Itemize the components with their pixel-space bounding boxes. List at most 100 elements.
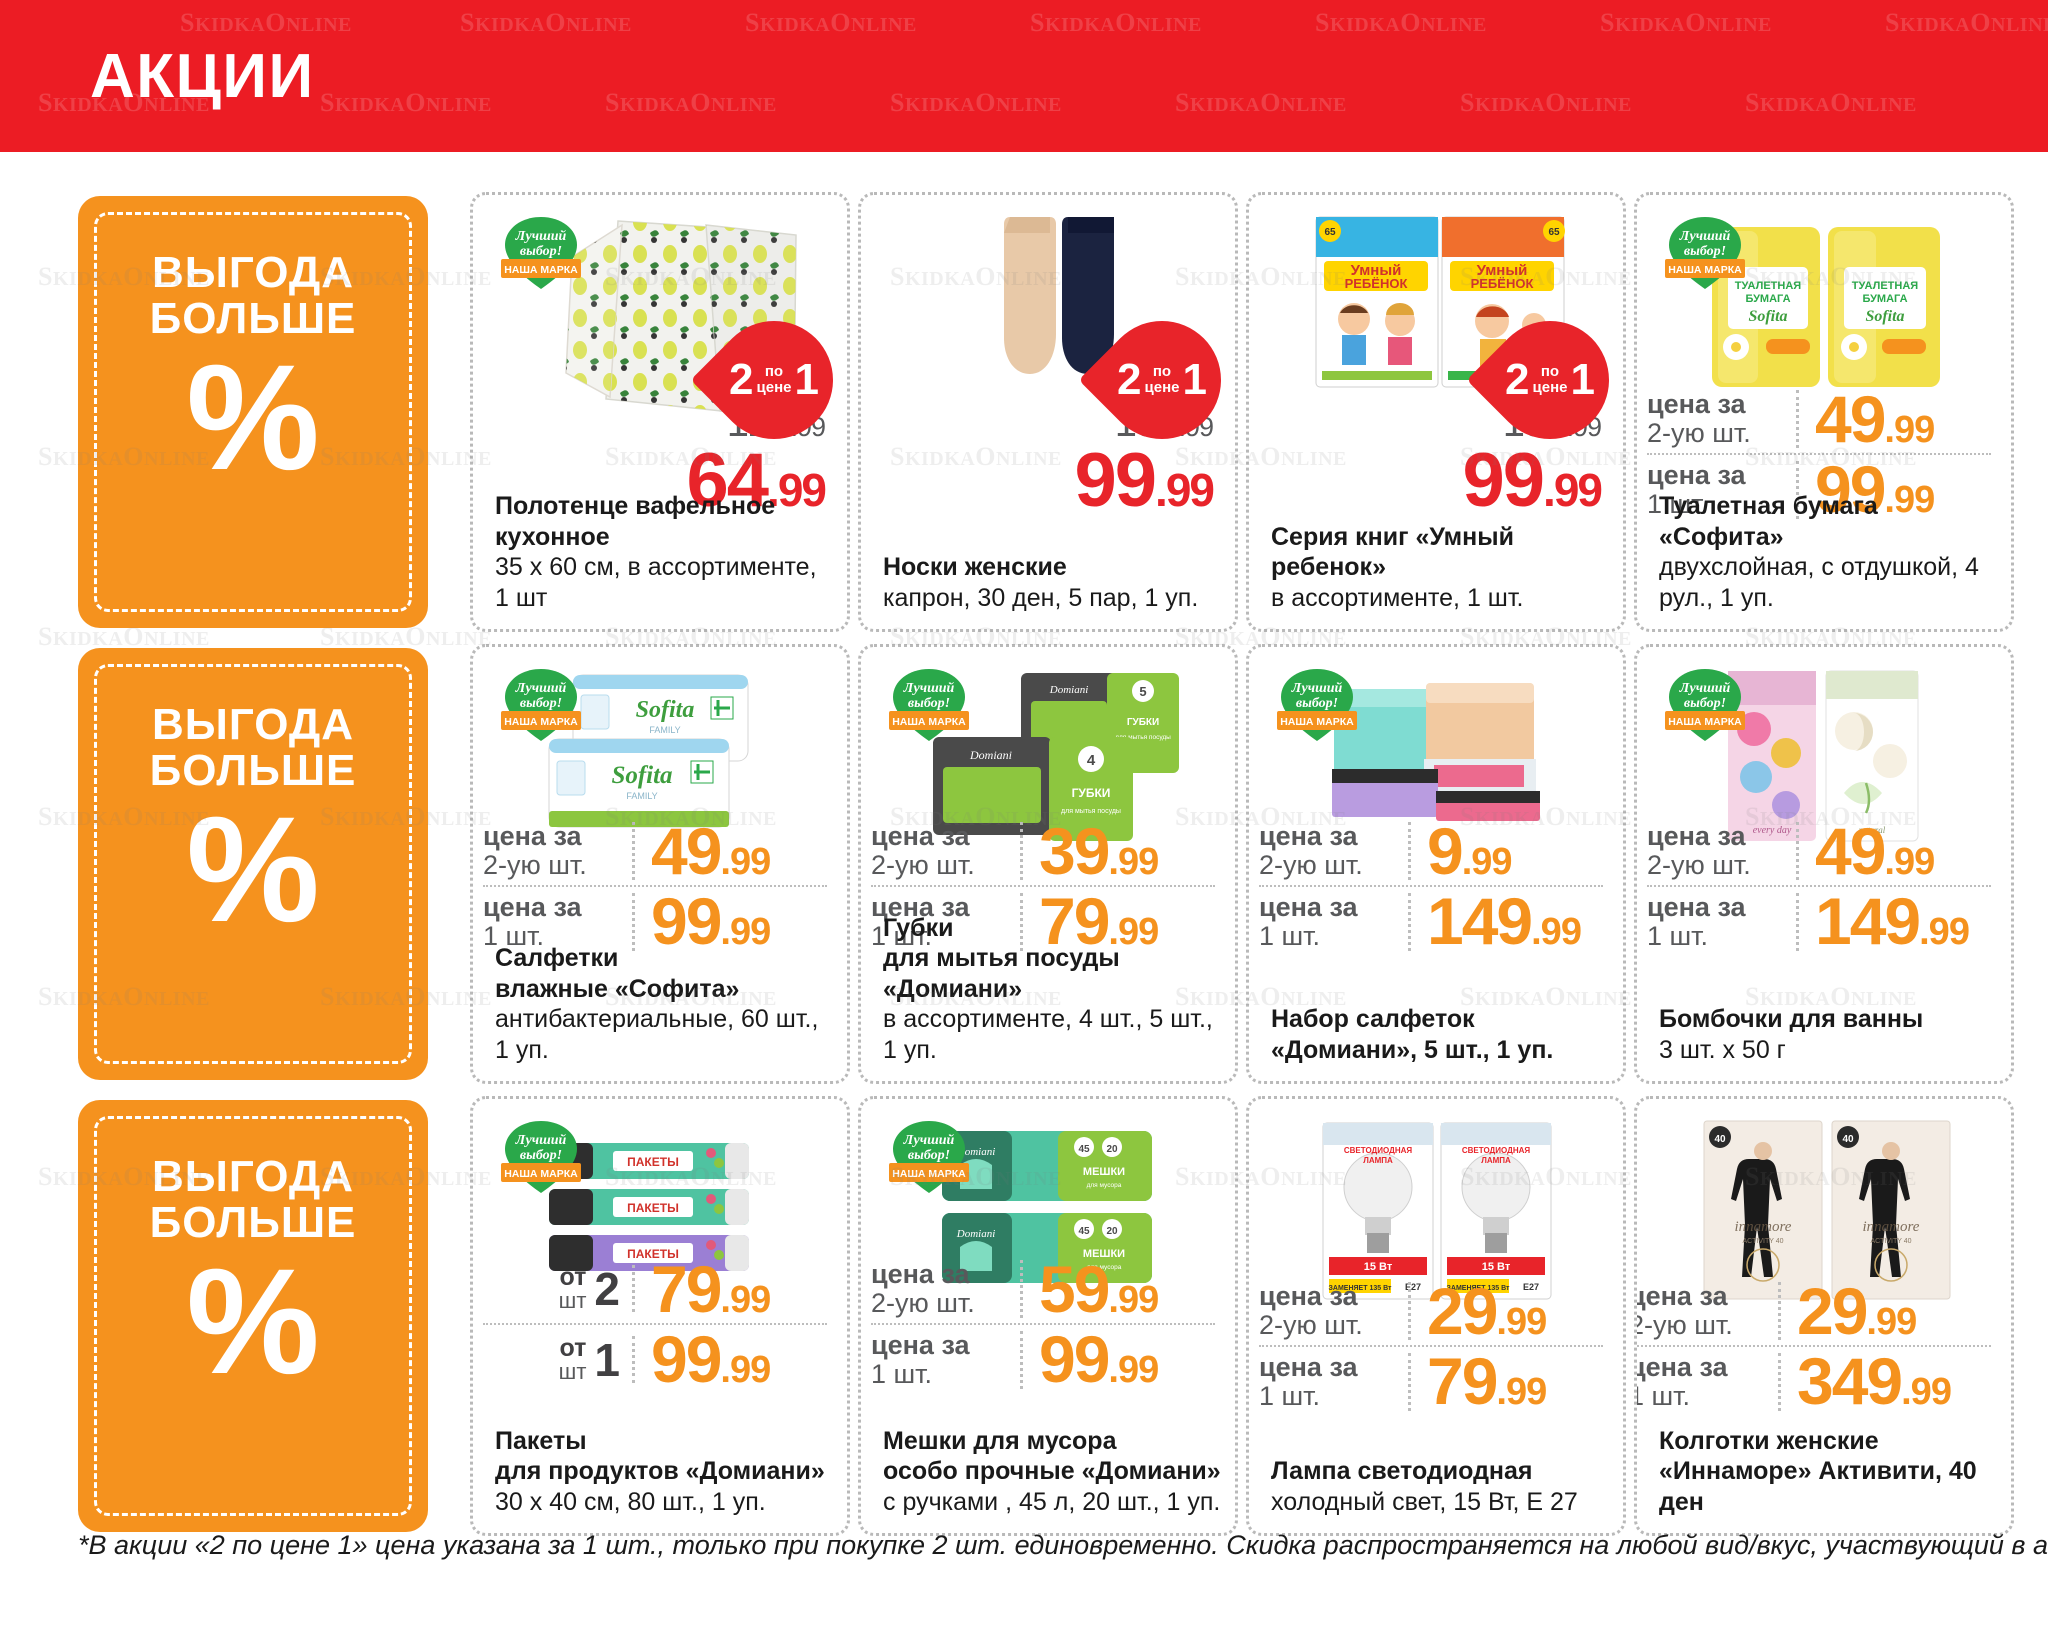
price-row-second-item: цена за 2-ую шт. 29.99: [1259, 1273, 1603, 1348]
price-value: 29.99: [1427, 1273, 1547, 1348]
product-title-2: особо прочные «Домиани»: [883, 1457, 1221, 1485]
svg-text:выбор!: выбор!: [1296, 696, 1338, 711]
svg-text:5: 5: [1139, 684, 1146, 699]
dual-price-block: цена за 2-ую шт. 49.99 цена за 1 шт. 149…: [1647, 813, 1991, 954]
product-description: Туалетная бумага «Софита» двухслойная, с…: [1659, 491, 1997, 613]
price-value: 79.99: [1039, 884, 1159, 959]
svg-text:20: 20: [1106, 1226, 1118, 1237]
product-description: Полотенце вафельное кухонное 35 x 60 см,…: [495, 491, 833, 613]
product-title: Серия книг «Умный ребенок»: [1271, 522, 1514, 582]
price-value: 149.99: [1427, 884, 1582, 959]
price-value: 49.99: [1815, 381, 1935, 456]
product-card[interactable]: Лучший выбор! НАША МАРКА every day natur…: [1634, 644, 2014, 1084]
price-row-from-two: от шт 2 79.99: [483, 1256, 827, 1326]
svg-text:РЕБЁНОК: РЕБЁНОК: [1345, 276, 1408, 291]
product-subtitle: холодный свет, 15 Вт, Е 27: [1271, 1487, 1578, 1516]
product-title-2: влажные «Софита»: [495, 974, 740, 1003]
svg-text:FAMILY: FAMILY: [649, 725, 680, 735]
product-title: Набор салфеток: [1271, 1005, 1475, 1033]
price-value: 49.99: [1815, 813, 1935, 888]
product-title-2: для мытья посуды «Домиани»: [883, 944, 1120, 1003]
svg-text:ПАКЕТЫ: ПАКЕТЫ: [627, 1155, 679, 1169]
svg-text:40: 40: [1842, 1134, 1854, 1145]
dual-price-block: цена за 2-ую шт. 9.99 цена за 1 шт. 149.…: [1259, 818, 1603, 959]
svg-text:для мытья посуды: для мытья посуды: [1061, 808, 1121, 815]
product-image-tights: 40 innamore ACTIVITY 40 40 innamore ACTI…: [1703, 1120, 1951, 1300]
product-image-sponges: Domiani 5 ГУБКИ для мытья посуды Domiani…: [933, 673, 1179, 841]
price-value: 99.99: [651, 1322, 771, 1397]
svg-text:выбор!: выбор!: [520, 696, 562, 711]
product-card[interactable]: Лучший выбор! НАША МАРКА цена за 2-ую шт…: [1246, 644, 1626, 1084]
svg-text:Лучший: Лучший: [903, 1133, 955, 1148]
svg-text:ACTIVITY 40: ACTIVITY 40: [1870, 1238, 1911, 1245]
price-row-second-item: цена за 2-ую шт. 29.99: [1637, 1278, 1991, 1348]
product-card[interactable]: 15 Вт СВЕТОДИОДНАЯ ЛАМПА ЗАМЕНЯЕТ 135 Вт…: [1246, 1096, 1626, 1536]
best-choice-brand-icon: Лучший выбор! НАША МАРКА: [501, 1121, 581, 1193]
dual-price-block: цена за 2-ую шт. 29.99 цена за 1 шт. 349…: [1637, 1278, 1991, 1419]
best-choice-brand-icon: Лучший выбор! НАША МАРКА: [1277, 669, 1357, 741]
product-image-food-bags: ПАКЕТЫ ПАКЕТЫ ПАКЕТЫ: [549, 1143, 749, 1271]
price-label: цена за 1 шт.: [483, 892, 635, 951]
best-choice-brand-icon: Лучший выбор! НАША МАРКА: [1665, 217, 1745, 289]
svg-text:НАША МАРКА: НАША МАРКА: [504, 264, 578, 276]
page-header: SKIDKAONLINE SKIDKAONLINE SKIDKAONLINE S…: [0, 0, 2048, 152]
promo-line-1: ВЫГОДА: [152, 248, 354, 297]
product-image-books: 65 Умный РЕБЁНОК 65 Умный РЕБЁНОК: [1315, 216, 1565, 388]
product-card[interactable]: Лучший выбор! НАША МАРКА Domiani 5 ГУБКИ…: [858, 644, 1238, 1084]
product-card[interactable]: 40 innamore ACTIVITY 40 40 innamore ACTI…: [1634, 1096, 2014, 1536]
price-row-single-item: цена за 1 шт. 149.99: [1259, 884, 1603, 959]
promo-dashed-border: [94, 212, 412, 612]
dual-price-block: цена за 2-ую шт. 39.99 цена за 1 шт. 79.…: [871, 818, 1215, 959]
price-label: цена за 2-ую шт.: [1259, 1281, 1411, 1341]
price-label: цена за 2-ую шт.: [1647, 389, 1799, 449]
product-card[interactable]: Лучший выбор! НАША МАРКА ПАКЕТЫ ПАКЕТЫ П…: [470, 1096, 850, 1536]
product-card[interactable]: 65 Умный РЕБЁНОК 65 Умный РЕБЁНОК 1 99.99: [1246, 192, 1626, 632]
svg-text:СВЕТОДИОДНАЯ: СВЕТОДИОДНАЯ: [1462, 1146, 1531, 1155]
price-label: от шт 2: [483, 1265, 635, 1313]
svg-text:Лучший: Лучший: [515, 681, 567, 696]
svg-text:65: 65: [1324, 227, 1336, 238]
promo-line-1: ВЫГОДА: [152, 700, 354, 749]
svg-text:15 Вт: 15 Вт: [1364, 1261, 1393, 1273]
svg-text:ТУАЛЕТНАЯ: ТУАЛЕТНАЯ: [1852, 280, 1918, 292]
svg-text:РЕБЁНОК: РЕБЁНОК: [1471, 276, 1534, 291]
price-value: 349.99: [1797, 1344, 1952, 1419]
promo-panel-2: ВЫГОДА БОЛЬШЕ %: [78, 648, 428, 1080]
product-title: Пакеты: [495, 1426, 587, 1455]
badge-qty: 2: [729, 355, 754, 404]
price-label: цена за 2-ую шт.: [871, 1259, 1023, 1319]
price-value: 99.99: [1039, 1322, 1159, 1397]
dual-price-block: цена за 2-ую шт. 59.99 цена за 1 шт. 99.…: [871, 1251, 1215, 1397]
svg-text:выбор!: выбор!: [908, 1148, 950, 1163]
product-card[interactable]: Лучший выбор! НАША МАРКА Domiani 45 20 М…: [858, 1096, 1238, 1536]
two-for-one-badge-icon: 2 по цене 1: [1078, 296, 1235, 464]
product-card[interactable]: Лучший выбор! НАША МАРКА 129.99 64.99: [470, 192, 850, 632]
product-subtitle: 3 шт. х 50 г: [1659, 1035, 1786, 1064]
svg-text:65: 65: [1548, 227, 1560, 238]
price-label: цена за 1 шт.: [1647, 892, 1799, 951]
dual-price-block: от шт 2 79.99 от шт 1 9: [483, 1256, 827, 1397]
svg-text:45: 45: [1078, 1226, 1090, 1237]
promo-percent-symbol: %: [186, 333, 320, 502]
product-image-wet-wipes: Sofita FAMILY Sofita FAMILY: [548, 674, 749, 828]
price-value: 59.99: [1039, 1251, 1159, 1326]
svg-text:Лучший: Лучший: [1679, 229, 1731, 244]
product-card[interactable]: Лучший выбор! НАША МАРКА Sofita FAMILY S…: [470, 644, 850, 1084]
svg-text:выбор!: выбор!: [1684, 244, 1726, 259]
svg-text:НАША МАРКА: НАША МАРКА: [504, 716, 578, 728]
svg-text:Лучший: Лучший: [1291, 681, 1343, 696]
product-description: Губки для мытья посуды «Домиани» в ассор…: [883, 913, 1221, 1066]
product-description: Серия книг «Умный ребенок» в ассортимент…: [1271, 522, 1609, 614]
product-title: Мешки для мусора: [883, 1426, 1117, 1455]
two-for-one-badge-icon: 2 по цене 1: [690, 296, 847, 464]
product-card[interactable]: Лучший выбор! НАША МАРКА ТУАЛЕТНАЯ БУМАГ…: [1634, 192, 2014, 632]
price-row-single-item: цена за 1 шт. 99.99: [871, 1322, 1215, 1397]
product-image-bath-bombs: every day natural: [1728, 670, 1919, 842]
svg-text:выбор!: выбор!: [520, 1148, 562, 1163]
promo-line-1: ВЫГОДА: [152, 1152, 354, 1201]
product-subtitle: двухслойная, с отдушкой, 4 рул., 1 уп.: [1659, 553, 1979, 612]
price-label: от шт 1: [483, 1336, 635, 1384]
product-title-2: «Иннаморе» Активити, 40 ден: [1659, 1457, 1977, 1516]
